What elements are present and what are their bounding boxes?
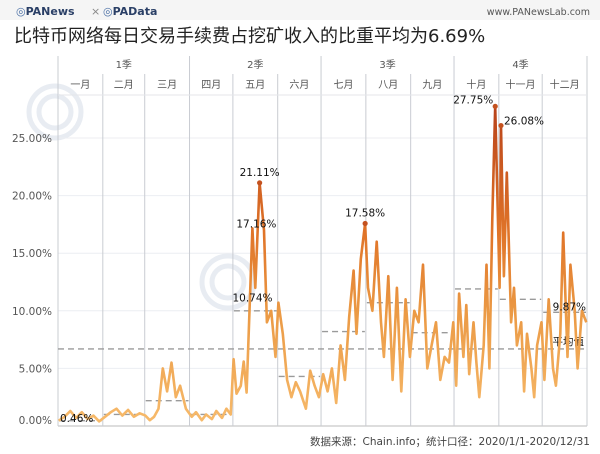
series-line (57, 105, 588, 423)
annotations: 0.46% 10.74% 17.16% 21.11% 17.58% 27.75% 26.08… (60, 94, 586, 425)
month-label: 六月 (289, 79, 309, 91)
month-label: 一月 (70, 79, 90, 91)
quarter-label: 4季 (512, 59, 528, 71)
brand-bar (0, 0, 600, 20)
month-label: 十月 (466, 78, 486, 91)
data-label: 21.11% (240, 167, 280, 179)
y-tick-label: 15.00% (12, 248, 52, 260)
y-tick-label: 5.00% (19, 363, 52, 375)
grid (57, 56, 588, 427)
peak-dot (257, 180, 263, 186)
quarter-label: 3季 (379, 59, 395, 71)
peak-dot (498, 122, 504, 129)
data-source: 数据来源：Chain.info；统计口径：2020/1/1-2020/12/31 (310, 435, 590, 448)
data-label: 17.58% (345, 207, 385, 219)
padata-logo: ◎PAData (103, 5, 157, 18)
data-label: 17.16% (236, 218, 276, 230)
monthly-averages: 平均值 (58, 288, 587, 422)
month-label: 十二月 (550, 78, 580, 91)
chart-title: 比特币网络每日交易手续费占挖矿收入的比重平均为6.69% (14, 26, 485, 47)
month-label: 四月 (201, 79, 221, 91)
month-label: 二月 (114, 79, 134, 91)
peak-dot (492, 103, 498, 109)
y-tick-label: 25.00% (12, 133, 52, 145)
data-label: 0.46% (60, 413, 93, 425)
brand-separator: × (91, 5, 100, 18)
data-label: 26.08% (504, 116, 544, 128)
site-url[interactable]: www.PANewsLab.com (487, 7, 590, 18)
data-label: 9.87% (553, 301, 586, 313)
month-label: 八月 (378, 79, 398, 91)
y-tick-label: 20.00% (12, 191, 52, 203)
y-axis: 0.00% 5.00% 10.00% 15.00% 20.00% 25.00% (12, 133, 52, 427)
peak-dot (362, 220, 368, 227)
month-header: 一月 二月 三月 四月 五月 六月 七月 八月 九月 十月 十一月 十二月 1季 2季 3季 4季 (70, 59, 579, 91)
y-tick-label: 0.00% (19, 415, 52, 427)
y-tick-label: 10.00% (12, 306, 52, 318)
data-label: 10.74% (232, 292, 272, 304)
data-label: 27.75% (453, 94, 493, 106)
month-label: 七月 (333, 79, 353, 91)
quarter-label: 1季 (116, 59, 132, 71)
month-label: 十一月 (506, 78, 536, 91)
month-label: 九月 (422, 79, 442, 91)
month-label: 三月 (157, 79, 177, 91)
quarter-label: 2季 (247, 59, 263, 71)
watermark-panews (26, 83, 84, 141)
panews-logo: ◎PANews (16, 5, 75, 18)
month-label: 五月 (245, 79, 265, 91)
